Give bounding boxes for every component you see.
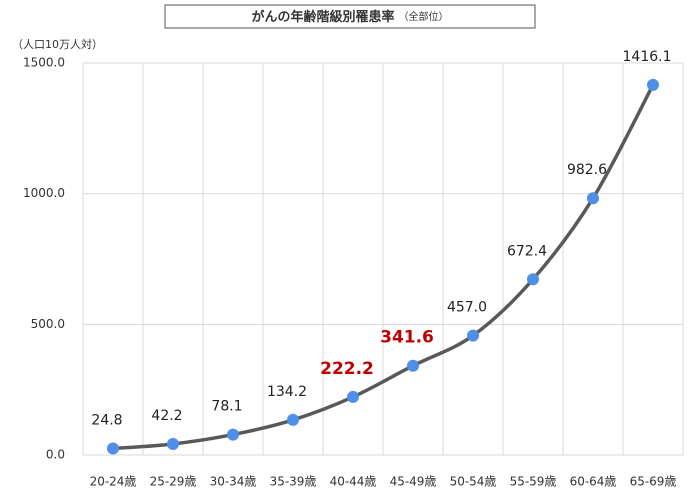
y-tick-label: 1500.0 [23,56,65,70]
data-label: 78.1 [211,399,242,415]
data-label: 982.6 [567,162,607,178]
marker [407,359,419,372]
x-tick-label: 50-54歳 [450,475,497,489]
x-tick-label: 35-39歳 [270,475,317,489]
y-tick-label: 500.0 [31,317,65,331]
marker [287,413,299,426]
chart-title-group: がんの年齢階級別罹患率 （全部位） [251,9,448,25]
data-label: 457.0 [447,300,487,316]
y-axis-label: （人口10万人対） [12,37,103,51]
x-tick-label: 45-49歳 [390,475,437,489]
x-tick-label: 60-64歳 [570,475,617,489]
x-tick-label: 25-29歳 [150,475,197,489]
data-label: 222.2 [320,359,374,379]
x-tick-label: 65-69歳 [630,475,677,489]
x-tick-label: 40-44歳 [330,475,377,489]
y-tick-label: 0.0 [46,448,65,462]
marker [647,78,659,91]
data-label: 42.2 [151,408,182,424]
data-label: 341.6 [380,328,434,348]
data-label: 1416.1 [623,49,672,65]
data-label: 672.4 [507,243,547,259]
marker [527,273,539,286]
marker [587,192,599,205]
x-tick-label: 55-59歳 [510,475,557,489]
marker [167,437,179,450]
chart-subtitle: （全部位） [399,10,449,23]
x-tick-label: 30-34歳 [210,475,257,489]
chart-title: がんの年齢階級別罹患率 [251,9,394,25]
marker [347,390,359,403]
title-box [164,4,536,29]
marker [227,428,239,441]
marker [107,442,119,455]
x-tick-label: 20-24歳 [90,475,137,489]
marker [467,329,479,342]
y-tick-label: 1000.0 [23,186,65,200]
data-label: 134.2 [267,384,307,400]
data-label: 24.8 [91,413,122,429]
